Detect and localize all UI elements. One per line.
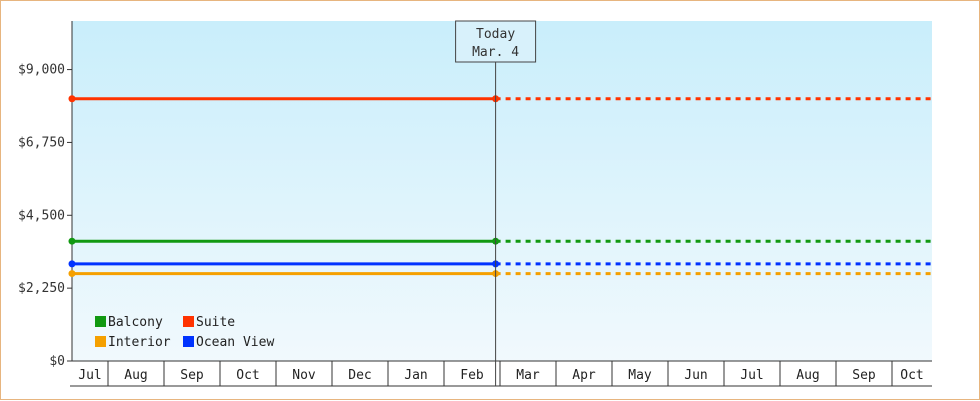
plot-background <box>72 21 932 361</box>
legend-swatch <box>95 316 106 327</box>
legend-label: Interior <box>108 335 171 350</box>
x-tick-label: Dec <box>348 368 371 383</box>
x-tick-label: May <box>628 368 652 383</box>
x-tick-label: Jul <box>78 368 101 383</box>
x-tick-label: Jan <box>404 368 427 383</box>
today-date: Mar. 4 <box>472 45 519 60</box>
legend-swatch <box>95 336 106 347</box>
x-tick-label: Oct <box>900 368 923 383</box>
x-tick-label: Mar <box>516 368 540 383</box>
legend-label: Ocean View <box>196 335 274 350</box>
x-tick-label: Oct <box>236 368 259 383</box>
x-tick-label: Feb <box>460 368 484 383</box>
y-tick-label: $9,000 <box>18 63 65 78</box>
today-label: Today <box>476 27 515 42</box>
x-tick-label: Apr <box>572 368 596 383</box>
y-tick-label: $4,500 <box>18 208 65 223</box>
series-point-start <box>68 270 76 278</box>
legend-swatch <box>183 316 194 327</box>
series-point-start <box>68 95 76 103</box>
today-box <box>455 20 537 63</box>
y-tick-label: $2,250 <box>18 281 65 296</box>
x-tick-label: Jun <box>684 368 707 383</box>
legend-swatch <box>183 336 194 347</box>
x-tick-label: Aug <box>124 368 147 383</box>
x-tick-label: Sep <box>180 368 204 383</box>
legend-label: Balcony <box>108 315 163 330</box>
series-point-start <box>68 237 76 245</box>
x-axis: Jul Aug Sep Oct Nov Dec Jan Feb Mar Apr May Jun Jul A… <box>70 360 932 387</box>
x-tick-label: Nov <box>292 368 316 383</box>
x-tick-label: Sep <box>852 368 876 383</box>
today-marker: Today Mar. 4 <box>455 20 537 386</box>
y-tick-label: $6,750 <box>18 135 65 150</box>
series-point-start <box>68 260 76 268</box>
x-tick-label: Aug <box>796 368 819 383</box>
y-axis: $0 $2,250 $4,500 $6,750 $9,000 <box>18 21 73 369</box>
y-tick-label: $0 <box>49 354 65 369</box>
legend-label: Suite <box>196 315 235 330</box>
legend: Balcony Suite Interior Ocean View <box>95 315 274 350</box>
x-tick-label: Jul <box>740 368 763 383</box>
series-lines <box>68 95 932 278</box>
